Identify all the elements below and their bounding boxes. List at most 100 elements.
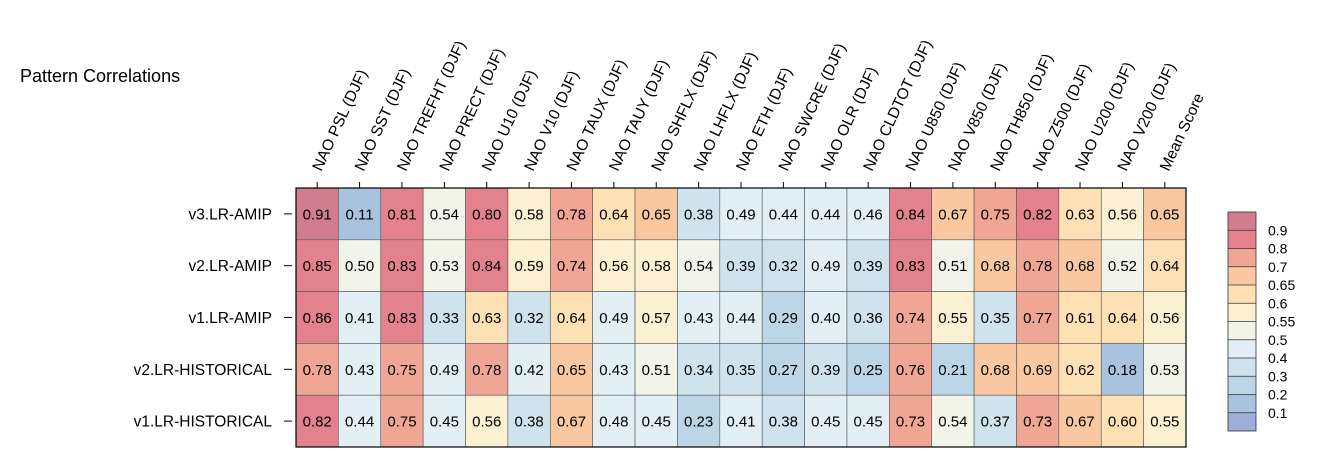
cell-value-label: 0.86 bbox=[303, 310, 332, 327]
cell-value-label: 0.39 bbox=[811, 362, 840, 379]
heatmap-cell bbox=[295, 343, 339, 396]
heatmap-cell bbox=[761, 239, 805, 292]
heatmap-cell bbox=[422, 343, 466, 396]
heatmap-cell bbox=[804, 187, 848, 241]
cell-value-label: 0.85 bbox=[303, 258, 332, 275]
heatmap-cell bbox=[973, 343, 1017, 396]
cell-value-label: 0.68 bbox=[1065, 258, 1094, 275]
cell-value-label: 0.43 bbox=[684, 310, 713, 327]
cell-value-label: 0.68 bbox=[981, 362, 1010, 379]
row-label: v2.LR-AMIP bbox=[188, 258, 272, 275]
cell-value-label: 0.49 bbox=[726, 206, 755, 223]
cell-value-label: 0.39 bbox=[854, 258, 883, 275]
heatmap-cell bbox=[295, 394, 339, 448]
cell-value-label: 0.56 bbox=[1108, 206, 1137, 223]
cell-value-label: 0.49 bbox=[811, 258, 840, 275]
colorbar-frame bbox=[1227, 211, 1257, 432]
heatmap-cell bbox=[592, 343, 636, 396]
cell-value-label: 0.36 bbox=[854, 310, 883, 327]
heatmap-cell bbox=[804, 343, 848, 396]
heatmap-cell bbox=[677, 343, 721, 396]
cell-value-label: 0.82 bbox=[303, 414, 332, 431]
cell-value-label: 0.73 bbox=[1023, 414, 1052, 431]
heatmap-cell bbox=[931, 239, 975, 292]
heatmap-cell bbox=[1058, 394, 1102, 448]
cell-value-label: 0.29 bbox=[769, 310, 798, 327]
heatmap-cell bbox=[761, 343, 805, 396]
heatmap-cell bbox=[634, 343, 678, 396]
cell-value-label: 0.91 bbox=[303, 206, 332, 223]
column-labels: NAO PSL (DJF)NAO SST (DJF)NAO TREFHT (DJ… bbox=[309, 37, 1208, 188]
cell-value-label: 0.67 bbox=[557, 414, 586, 431]
cell-value-label: 0.78 bbox=[472, 362, 501, 379]
cell-value-label: 0.32 bbox=[514, 310, 543, 327]
cell-value-label: 0.40 bbox=[811, 310, 840, 327]
cell-value-label: 0.52 bbox=[1108, 258, 1137, 275]
heatmap-cell bbox=[422, 291, 466, 344]
heatmap-cell bbox=[1058, 343, 1102, 396]
heatmap-cell bbox=[507, 291, 551, 344]
heatmap-cell bbox=[338, 291, 382, 344]
heatmap-cell bbox=[507, 343, 551, 396]
cell-value-label: 0.76 bbox=[896, 362, 925, 379]
cell-value-label: 0.63 bbox=[472, 310, 501, 327]
heatmap-cell bbox=[719, 239, 763, 292]
heatmap-cell bbox=[719, 394, 763, 448]
cell-value-label: 0.77 bbox=[1023, 310, 1052, 327]
colorbar-tick-label: 0.8 bbox=[1268, 241, 1288, 257]
colorbar-segment bbox=[1228, 212, 1256, 231]
cell-value-label: 0.64 bbox=[1108, 310, 1137, 327]
colorbar-segment bbox=[1228, 285, 1256, 304]
cell-value-label: 0.44 bbox=[811, 206, 840, 223]
heatmap-cell bbox=[507, 239, 551, 292]
cell-value-label: 0.37 bbox=[981, 414, 1010, 431]
colorbar-segment bbox=[1228, 339, 1256, 358]
colorbar-segment bbox=[1228, 412, 1256, 431]
heatmap-cell bbox=[1143, 239, 1187, 292]
cell-value-label: 0.48 bbox=[599, 414, 628, 431]
heatmap-cell bbox=[634, 291, 678, 344]
colorbar-tick-label: 0.5 bbox=[1268, 332, 1288, 348]
cell-value-label: 0.21 bbox=[938, 362, 967, 379]
heatmap-cell bbox=[846, 291, 890, 344]
cell-value-label: 0.23 bbox=[684, 414, 713, 431]
heatmap-cell bbox=[1016, 187, 1060, 241]
cell-value-label: 0.27 bbox=[769, 362, 798, 379]
cell-value-label: 0.44 bbox=[726, 310, 755, 327]
cell-value-label: 0.42 bbox=[514, 362, 543, 379]
cell-value-label: 0.83 bbox=[896, 258, 925, 275]
cell-value-label: 0.11 bbox=[346, 206, 374, 223]
cell-value-label: 0.64 bbox=[599, 206, 628, 223]
cell-value-label: 0.83 bbox=[387, 310, 416, 327]
cell-value-label: 0.83 bbox=[387, 258, 416, 275]
colorbar-segment bbox=[1228, 321, 1256, 340]
heatmap-cell bbox=[846, 187, 890, 241]
cell-value-label: 0.54 bbox=[938, 414, 967, 431]
heatmap-cell bbox=[677, 394, 721, 448]
heatmap-cell bbox=[719, 291, 763, 344]
heatmap-cell bbox=[889, 239, 933, 292]
heatmap-cell bbox=[804, 291, 848, 344]
heatmap-cell bbox=[889, 187, 933, 241]
cell-value-label: 0.65 bbox=[1150, 206, 1179, 223]
row-label: v2.LR-HISTORICAL bbox=[134, 362, 273, 379]
heatmap-cell bbox=[380, 239, 424, 292]
heatmap-cell bbox=[422, 239, 466, 292]
cell-value-label: 0.35 bbox=[981, 310, 1010, 327]
heatmap-cell bbox=[592, 187, 636, 241]
cell-value-label: 0.39 bbox=[726, 258, 755, 275]
cell-value-label: 0.65 bbox=[642, 206, 671, 223]
cell-value-label: 0.38 bbox=[769, 414, 798, 431]
colorbar-segment bbox=[1228, 358, 1256, 377]
heatmap-cell bbox=[677, 239, 721, 292]
row-labels: v3.LR-AMIP v2.LR-AMIP v1.LR-AMIP v2.LR-HIST… bbox=[134, 206, 292, 431]
cell-value-label: 0.53 bbox=[1150, 362, 1179, 379]
cell-value-label: 0.73 bbox=[896, 414, 925, 431]
colorbar-segment bbox=[1228, 266, 1256, 285]
cell-value-label: 0.53 bbox=[430, 258, 459, 275]
cell-value-label: 0.67 bbox=[938, 206, 967, 223]
chart-title: Pattern Correlations bbox=[20, 66, 181, 86]
colorbar-segment bbox=[1228, 303, 1256, 322]
cell-value-label: 0.55 bbox=[938, 310, 967, 327]
